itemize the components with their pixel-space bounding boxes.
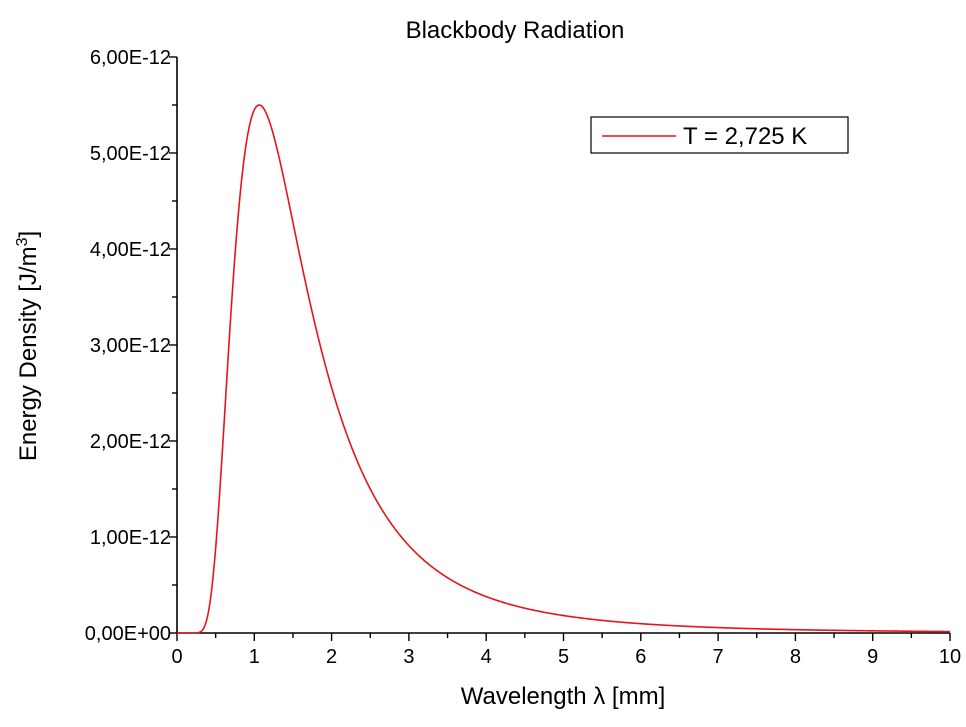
x-tick-label: 0 [171, 646, 182, 668]
y-axis-label: Energy Density [J/m3] [14, 231, 42, 461]
x-axis-ticks: 0 1 2 3 4 5 6 7 8 9 10 [171, 633, 961, 668]
y-tick-label: 5,00E-12 [90, 143, 171, 165]
y-tick-label: 0,00E+00 [85, 623, 171, 645]
y-tick-label: 3,00E-12 [90, 335, 171, 357]
y-tick-label: 6,00E-12 [90, 47, 171, 69]
legend-label: T = 2,725 K [683, 123, 807, 150]
legend-box [590, 116, 849, 154]
x-tick-label: 2 [326, 646, 337, 668]
x-tick-label: 9 [867, 646, 878, 668]
y-tick-label: 4,00E-12 [90, 239, 171, 261]
y-axis-ticks: 0,00E+00 1,00E-12 2,00E-12 3,00E-12 4,00E-12… [85, 47, 177, 645]
x-tick-label: 8 [790, 646, 801, 668]
x-tick-label: 1 [249, 646, 260, 668]
x-tick-label: 6 [635, 646, 646, 668]
svg-text:Energy Density [J/m3]: Energy Density [J/m3] [14, 231, 42, 461]
x-tick-label: 3 [403, 646, 414, 668]
y-axis-label-superscript: 3 [14, 237, 31, 246]
series-group [177, 104, 951, 634]
series-line-0 [177, 104, 951, 634]
chart-title: Blackbody Radiation [406, 17, 625, 44]
legend: T = 2,725 K [590, 116, 849, 154]
y-axis-label-close: ] [15, 231, 42, 238]
x-tick-label: 5 [558, 646, 569, 668]
x-axis-label: Wavelength λ [mm] [461, 683, 666, 710]
y-tick-label: 1,00E-12 [90, 527, 171, 549]
y-axis-label-text: Energy Density [J/m [15, 246, 42, 461]
x-tick-label: 4 [481, 646, 492, 668]
x-tick-label: 7 [713, 646, 724, 668]
y-tick-label: 2,00E-12 [90, 431, 171, 453]
x-tick-label: 10 [939, 646, 961, 668]
